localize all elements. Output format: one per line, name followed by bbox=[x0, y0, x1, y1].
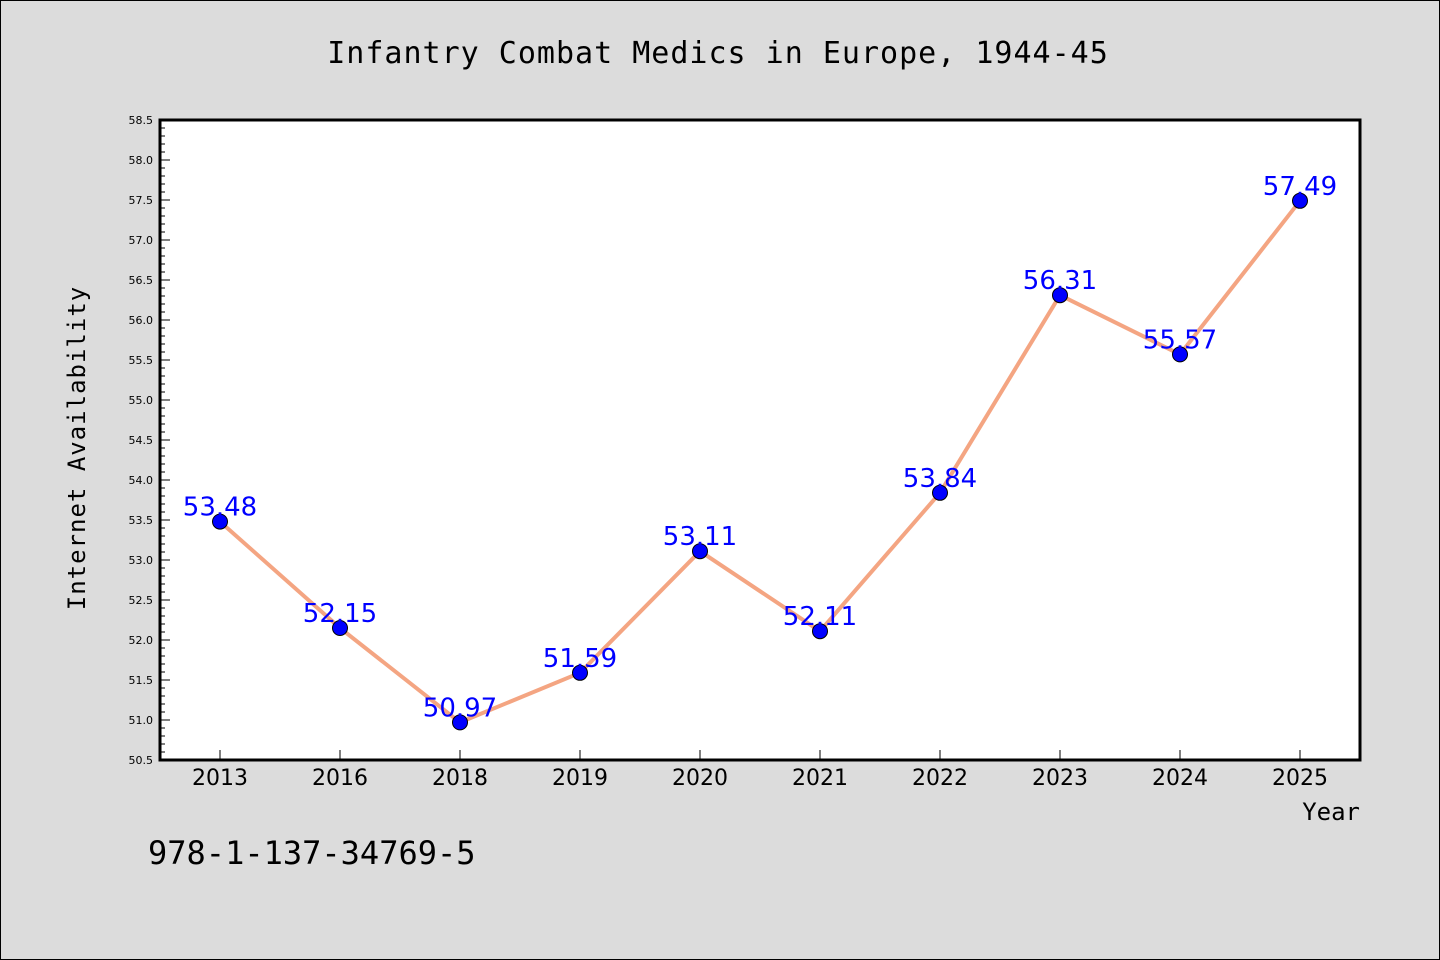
data-label: 55.57 bbox=[1143, 325, 1217, 355]
y-tick-label: 51.0 bbox=[129, 714, 154, 727]
x-axis: 2013 2016 2018 2019 2020 2021 2022 2023 2024 2025 bbox=[192, 750, 1328, 791]
y-axis: 50.5 51.0 51.5 52.0 52.5 53.0 53.5 54.0 54.5 55.0… bbox=[129, 114, 170, 767]
series-line bbox=[218, 198, 1302, 725]
data-point bbox=[212, 513, 228, 530]
y-tick-label: 56.0 bbox=[129, 314, 154, 327]
data-point bbox=[932, 484, 948, 501]
data-label: 52.11 bbox=[783, 602, 857, 632]
y-tick-label: 57.5 bbox=[129, 194, 154, 207]
data-label-group: 53.48 52.15 50.97 51.59 53.11 52.11 53.84 56.31… bbox=[183, 172, 1337, 724]
data-label: 57.49 bbox=[1263, 172, 1337, 202]
plot-area bbox=[158, 118, 1362, 762]
x-tick-label: 2023 bbox=[1032, 766, 1088, 791]
data-label: 53.84 bbox=[903, 464, 977, 494]
isbn-text: 978-1-137-34769-5 bbox=[148, 834, 476, 872]
data-point bbox=[452, 714, 468, 731]
x-tick-label: 2020 bbox=[672, 766, 728, 791]
y-tick-label: 57.0 bbox=[129, 234, 154, 247]
y-tick-label: 50.5 bbox=[129, 754, 154, 767]
y-tick-label: 53.0 bbox=[129, 554, 154, 567]
y-tick-label: 58.5 bbox=[129, 114, 154, 127]
y-tick-label: 54.0 bbox=[129, 474, 154, 487]
data-point bbox=[572, 664, 588, 681]
data-label: 50.97 bbox=[423, 693, 497, 723]
data-point bbox=[1052, 287, 1068, 304]
y-tick-label: 58.0 bbox=[129, 154, 154, 167]
x-tick-label: 2018 bbox=[432, 766, 488, 791]
data-label: 51.59 bbox=[543, 644, 617, 674]
y-tick-label: 51.5 bbox=[129, 674, 154, 687]
x-tick-label: 2022 bbox=[912, 766, 968, 791]
x-tick-label: 2021 bbox=[792, 766, 848, 791]
data-point bbox=[332, 620, 348, 636]
data-label: 53.11 bbox=[663, 522, 737, 552]
x-tick-label: 2016 bbox=[312, 766, 368, 791]
data-point bbox=[1172, 346, 1188, 363]
data-point bbox=[812, 623, 828, 640]
x-tick-label: 2013 bbox=[192, 766, 248, 791]
y-tick-label: 54.5 bbox=[129, 434, 154, 447]
x-axis-label: Year bbox=[1302, 798, 1360, 826]
data-point bbox=[1292, 192, 1308, 209]
y-axis-label: Internet Availability bbox=[63, 286, 91, 610]
x-tick-label: 2025 bbox=[1272, 766, 1328, 791]
data-label: 53.48 bbox=[183, 493, 257, 523]
y-tick-label: 52.0 bbox=[129, 634, 154, 647]
data-label: 52.15 bbox=[303, 599, 377, 629]
chart-title: Infantry Combat Medics in Europe, 1944-4… bbox=[327, 36, 1109, 71]
y-tick-label: 55.5 bbox=[129, 354, 154, 367]
x-tick-label: 2024 bbox=[1152, 766, 1208, 791]
y-tick-label: 53.5 bbox=[129, 514, 154, 527]
series-group bbox=[212, 192, 1308, 731]
y-tick-label: 55.0 bbox=[129, 394, 154, 407]
data-label: 56.31 bbox=[1023, 266, 1097, 296]
y-tick-label: 52.5 bbox=[129, 594, 154, 607]
data-point bbox=[692, 543, 708, 560]
y-tick-label: 56.5 bbox=[129, 274, 154, 287]
x-tick-label: 2019 bbox=[552, 766, 608, 791]
